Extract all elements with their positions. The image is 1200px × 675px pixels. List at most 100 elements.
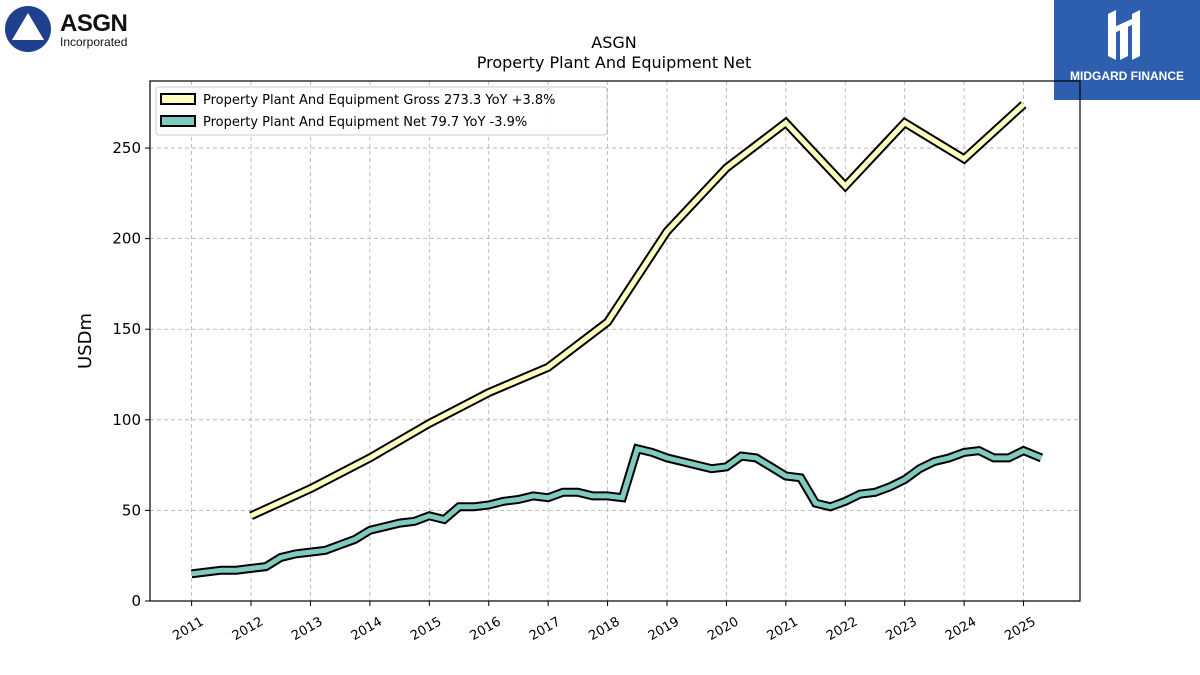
legend-label: Property Plant And Equipment Net 79.7 Yo…: [203, 115, 527, 130]
data-point: [696, 464, 698, 466]
data-point: [636, 448, 638, 450]
data-point: [309, 551, 311, 553]
data-point: [963, 451, 965, 453]
data-point: [859, 493, 861, 495]
data-point: [1008, 457, 1010, 459]
data-point: [547, 366, 549, 368]
data-point: [666, 457, 668, 459]
data-point: [473, 506, 475, 508]
brand-subtitle: Incorporated: [60, 35, 128, 49]
data-point: [280, 557, 282, 558]
data-point: [770, 466, 772, 468]
data-point: [369, 457, 371, 459]
data-point: [1023, 104, 1024, 106]
data-point: [517, 499, 519, 500]
data-point: [666, 230, 668, 232]
asgn-logo: ASGN Incorporated: [4, 4, 154, 54]
data-point: [1023, 450, 1024, 452]
legend: Property Plant And Equipment Gross 273.3…: [155, 86, 608, 136]
data-point: [725, 167, 727, 169]
watermark-text: MIDGARD FINANCE: [1070, 69, 1184, 83]
data-point: [725, 466, 727, 468]
data-point: [562, 491, 564, 493]
data-point: [785, 122, 787, 124]
legend-swatch: [160, 115, 196, 127]
data-point: [413, 520, 415, 522]
plot-frame: [149, 80, 1081, 602]
x-tick-label: 2018: [586, 614, 622, 644]
data-point: [235, 569, 237, 571]
data-point: [577, 491, 579, 493]
data-point: [250, 515, 252, 517]
data-point: [829, 506, 831, 508]
data-point: [354, 538, 356, 540]
data-point: [651, 451, 653, 453]
x-tick-label: 2012: [230, 614, 266, 644]
data-point: [978, 450, 980, 452]
data-point: [963, 158, 965, 160]
grid: [150, 81, 1080, 602]
chart-title: ASGN: [591, 33, 636, 52]
data-point: [488, 392, 490, 394]
y-tick-label: 50: [122, 501, 141, 519]
x-tick-label: 2011: [170, 614, 206, 644]
x-tick-label: 2014: [349, 614, 385, 644]
series-line-outline: [191, 443, 1044, 579]
data-point: [488, 504, 490, 506]
x-tick-label: 2013: [289, 614, 325, 644]
x-tick-label: 2023: [884, 614, 920, 644]
data-point: [711, 468, 713, 470]
data-point: [1040, 457, 1042, 459]
legend-box: [155, 86, 608, 136]
x-tick-label: 2025: [1002, 614, 1038, 644]
y-tick-label: 250: [112, 139, 141, 157]
series-line: [249, 102, 1026, 519]
data-point: [428, 422, 430, 424]
x-tick-label: 2019: [646, 614, 682, 644]
data-point: [309, 488, 311, 490]
data-point: [547, 497, 549, 499]
data-point: [785, 475, 787, 477]
data-point: [874, 491, 876, 493]
data-point: [191, 573, 193, 575]
midgard-finance-logo: MIDGARD FINANCE: [1054, 0, 1200, 100]
data-point: [503, 500, 505, 502]
x-axis: 2011 2012 2013 2014 2015 2016 2017 2018 2019 2020…: [170, 601, 1039, 644]
data-point: [399, 522, 401, 524]
chart-subtitle: Property Plant And Equipment Net: [477, 53, 752, 72]
data-point: [250, 567, 252, 569]
series-lines: [191, 101, 1044, 579]
data-point: [844, 185, 846, 187]
data-point: [607, 321, 609, 323]
data-point: [428, 515, 430, 517]
data-point: [904, 479, 906, 481]
data-point: [740, 455, 742, 457]
y-tick-label: 200: [112, 230, 141, 248]
x-tick-label: 2015: [408, 614, 444, 644]
data-point: [384, 526, 386, 528]
data-point: [755, 457, 757, 459]
legend-swatch: [160, 93, 196, 105]
x-tick-label: 2021: [765, 614, 801, 644]
y-tick-label: 0: [131, 592, 141, 610]
data-point: [532, 495, 534, 497]
y-tick-label: 100: [112, 411, 141, 429]
brand-name: ASGN: [60, 10, 128, 37]
data-point: [948, 457, 950, 459]
data-point: [889, 486, 891, 488]
x-tick-label: 2016: [468, 614, 504, 644]
data-point: [993, 457, 995, 459]
data-point: [592, 495, 594, 497]
data-point: [815, 502, 817, 504]
data-point: [339, 544, 341, 546]
data-point: [265, 566, 267, 568]
data-point: [443, 519, 445, 520]
data-point: [295, 553, 297, 555]
x-tick-label: 2024: [943, 614, 979, 644]
legend-label: Property Plant And Equipment Gross 273.3…: [203, 93, 556, 108]
data-point: [681, 461, 683, 462]
data-point: [844, 500, 846, 502]
data-point: [458, 506, 460, 508]
data-point: [919, 468, 921, 470]
